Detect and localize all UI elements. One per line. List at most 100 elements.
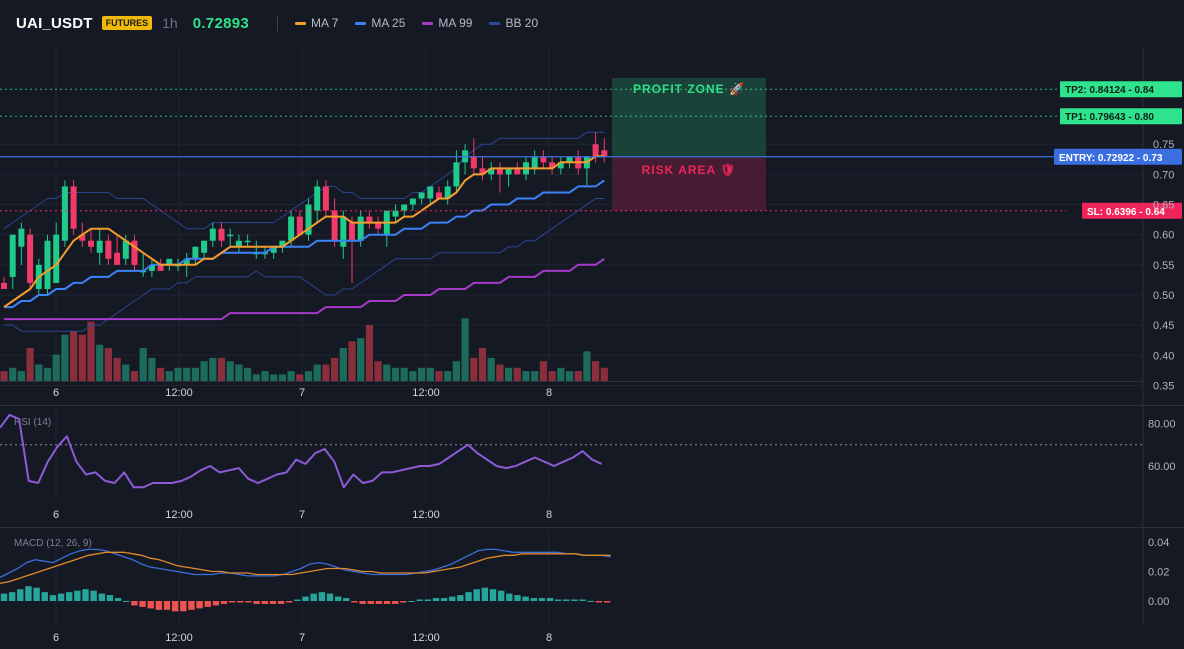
candle[interactable]	[436, 186, 442, 199]
candle[interactable]	[201, 240, 208, 259]
candle[interactable]	[314, 180, 321, 223]
ma7-line	[3, 155, 605, 308]
volume-bar	[522, 371, 530, 381]
candle[interactable]	[401, 204, 408, 217]
candle[interactable]	[531, 150, 538, 175]
candle[interactable]	[296, 210, 303, 235]
candle[interactable]	[366, 210, 373, 229]
candle[interactable]	[270, 246, 277, 259]
candle[interactable]	[392, 204, 399, 223]
volume-bar	[26, 348, 34, 381]
time-axis-tick: 12:00	[165, 509, 193, 521]
candle[interactable]	[253, 240, 260, 259]
candle[interactable]	[70, 180, 77, 235]
risk-area-label: RISK AREA 🛡	[642, 163, 737, 177]
macd-histogram-bar	[465, 592, 472, 601]
price-axis-tick: 0.70	[1153, 169, 1174, 181]
candle[interactable]	[383, 210, 390, 247]
volume-bar	[531, 371, 539, 381]
macd-histogram-bar	[555, 599, 562, 601]
candle[interactable]	[9, 234, 16, 289]
candle[interactable]	[61, 180, 68, 247]
volume-bar	[513, 367, 521, 381]
symbol-name[interactable]: UAI_USDT	[16, 14, 93, 32]
candle[interactable]	[375, 216, 382, 235]
candle[interactable]	[462, 144, 469, 175]
candle[interactable]	[340, 210, 347, 259]
candle[interactable]	[557, 156, 564, 175]
candle-body	[331, 210, 338, 241]
legend-ma25[interactable]: MA 25	[355, 16, 405, 30]
volume-bar	[174, 367, 182, 381]
candle[interactable]	[427, 186, 434, 205]
candle[interactable]	[218, 222, 225, 247]
candle[interactable]	[209, 222, 216, 247]
candle-body	[270, 246, 277, 253]
candle-body	[105, 240, 112, 259]
candle[interactable]	[131, 234, 138, 271]
macd-histogram-bar	[432, 598, 440, 601]
candle[interactable]	[18, 222, 25, 265]
candle[interactable]	[148, 258, 155, 277]
price-axis-tick: 0.45	[1153, 320, 1174, 332]
macd-histogram-bar	[212, 601, 220, 606]
macd-panel[interactable]: MACD (12, 26, 9)	[0, 538, 611, 612]
candle[interactable]	[349, 216, 355, 283]
candle[interactable]	[305, 198, 312, 241]
volume-bar	[565, 371, 574, 381]
candle[interactable]	[488, 162, 495, 181]
candle[interactable]	[331, 198, 338, 247]
candle[interactable]	[105, 234, 112, 265]
interval-selector[interactable]: 1h	[162, 15, 178, 31]
rsi-panel[interactable]: RSI (14)	[0, 413, 1143, 489]
candle[interactable]	[27, 228, 34, 289]
candle[interactable]	[53, 222, 60, 283]
candle[interactable]	[409, 198, 416, 211]
candle[interactable]	[96, 228, 103, 265]
volume-bar	[148, 357, 156, 381]
volume-bar	[17, 371, 25, 381]
candle[interactable]	[479, 156, 486, 181]
macd-histogram-bar	[343, 598, 350, 601]
legend-ma7[interactable]: MA 7	[295, 16, 338, 30]
legend-swatch	[422, 21, 434, 25]
macd-histogram-bar	[82, 589, 89, 601]
candle[interactable]	[244, 234, 251, 247]
macd-histogram-bar	[253, 601, 260, 604]
candle-body	[227, 234, 234, 237]
macd-line	[0, 548, 611, 578]
macd-histogram-bar	[196, 601, 203, 609]
candle[interactable]	[601, 138, 608, 163]
macd-histogram-bar	[0, 593, 8, 601]
rsi-line	[0, 413, 603, 489]
rsi-axis-tick: 80.00	[1148, 418, 1176, 430]
volume-bar	[287, 371, 295, 381]
candle[interactable]	[192, 246, 199, 265]
volume-bar	[470, 357, 478, 381]
legend-bb20[interactable]: BB 20	[489, 16, 538, 30]
candle[interactable]	[235, 234, 242, 253]
level-tag-text: SL: 0.6396 - 0.64	[1087, 207, 1165, 218]
candle[interactable]	[418, 192, 425, 205]
candle-body	[592, 144, 599, 157]
candle[interactable]	[496, 162, 503, 193]
volume-layer	[0, 318, 608, 381]
candle[interactable]	[88, 228, 94, 253]
candle[interactable]	[44, 234, 51, 295]
candle[interactable]	[505, 168, 512, 187]
legend-ma99[interactable]: MA 99	[422, 16, 472, 30]
volume-bar	[400, 367, 408, 381]
candle[interactable]	[227, 228, 234, 247]
candle[interactable]	[549, 156, 556, 175]
chart-header: UAI_USDT FUTURES 1h 0.72893 MA 7 MA 25 M…	[0, 0, 1184, 46]
candle[interactable]	[444, 180, 451, 205]
candle[interactable]	[114, 234, 121, 265]
candle-body	[392, 210, 399, 217]
volume-bar	[557, 367, 565, 381]
macd-histogram-bar	[286, 601, 293, 603]
volume-bar	[217, 357, 226, 381]
candle[interactable]	[1, 276, 7, 289]
macd-histogram-bar	[204, 601, 211, 607]
candle[interactable]	[540, 150, 547, 169]
